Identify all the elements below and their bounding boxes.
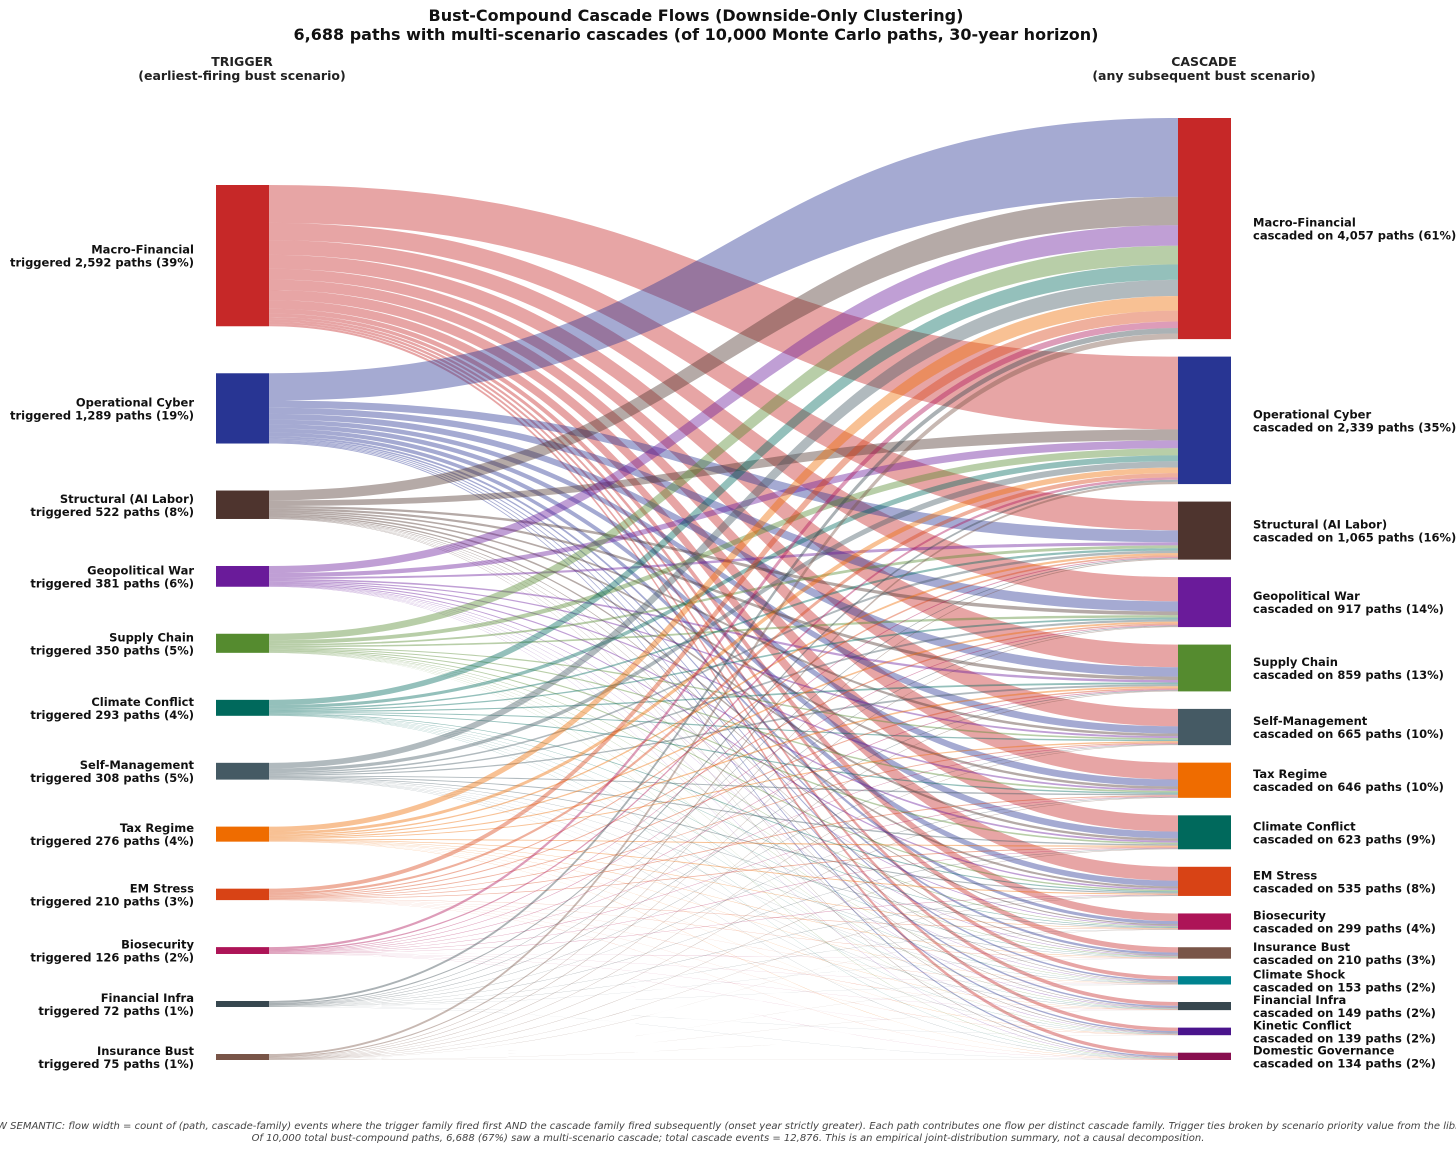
cascade-name-operational-cyber: Operational Cyber bbox=[1253, 407, 1371, 421]
trigger-count-insurance-bust: triggered 75 paths (1%) bbox=[38, 1057, 194, 1071]
chart-title-line2: 6,688 paths with multi-scenario cascades… bbox=[294, 25, 1099, 44]
cascade-node-self-management bbox=[1178, 709, 1231, 745]
trigger-name-structural-ai-labor: Structural (AI Labor) bbox=[60, 492, 194, 506]
cascade-node-climate-shock bbox=[1178, 976, 1231, 984]
trigger-name-geopolitical-war: Geopolitical War bbox=[87, 563, 194, 577]
cascade-name-climate-shock: Climate Shock bbox=[1253, 967, 1346, 981]
flow-biosecurity-to-domestic-governance bbox=[269, 954, 1178, 1060]
cascade-node-geopolitical-war bbox=[1178, 577, 1231, 627]
cascade-node-financial-infra bbox=[1178, 1002, 1231, 1010]
cascade-name-supply-chain: Supply Chain bbox=[1253, 655, 1338, 669]
cascade-node-climate-conflict bbox=[1178, 815, 1231, 849]
cascade-node-em-stress bbox=[1178, 867, 1231, 896]
trigger-name-financial-infra: Financial Infra bbox=[101, 991, 194, 1005]
chart-title-line1: Bust-Compound Cascade Flows (Downside-On… bbox=[429, 6, 964, 25]
trigger-count-macro-financial: triggered 2,592 paths (39%) bbox=[10, 256, 194, 270]
trigger-name-em-stress: EM Stress bbox=[130, 881, 194, 895]
trigger-name-tax-regime: Tax Regime bbox=[120, 821, 194, 835]
cascade-count-macro-financial: cascaded on 4,057 paths (61%) bbox=[1253, 229, 1456, 243]
trigger-column-subheader: (earliest-firing bust scenario) bbox=[138, 68, 345, 83]
trigger-node-operational-cyber bbox=[216, 373, 269, 443]
trigger-name-macro-financial: Macro-Financial bbox=[91, 243, 194, 257]
flow-insurance-bust-to-kinetic-conflict bbox=[269, 1035, 1178, 1060]
cascade-node-tax-regime bbox=[1178, 763, 1231, 798]
trigger-node-self-management bbox=[216, 763, 269, 780]
cascade-count-supply-chain: cascaded on 859 paths (13%) bbox=[1253, 668, 1444, 682]
cascade-name-financial-infra: Financial Infra bbox=[1253, 993, 1346, 1007]
trigger-count-financial-infra: triggered 72 paths (1%) bbox=[38, 1004, 194, 1018]
trigger-name-climate-conflict: Climate Conflict bbox=[91, 695, 194, 709]
trigger-name-operational-cyber: Operational Cyber bbox=[76, 395, 194, 409]
cascade-name-kinetic-conflict: Kinetic Conflict bbox=[1253, 1018, 1352, 1032]
trigger-node-structural-ai-labor bbox=[216, 491, 269, 519]
trigger-name-insurance-bust: Insurance Bust bbox=[97, 1044, 195, 1058]
cascade-count-operational-cyber: cascaded on 2,339 paths (35%) bbox=[1253, 420, 1456, 434]
cascade-node-insurance-bust bbox=[1178, 947, 1231, 958]
cascade-name-macro-financial: Macro-Financial bbox=[1253, 216, 1356, 230]
trigger-node-macro-financial bbox=[216, 185, 269, 326]
cascade-count-self-management: cascaded on 665 paths (10%) bbox=[1253, 727, 1444, 741]
cascade-name-em-stress: EM Stress bbox=[1253, 868, 1317, 882]
flow-financial-infra-to-em-stress bbox=[269, 895, 1178, 1006]
cascade-count-em-stress: cascaded on 535 paths (8%) bbox=[1253, 881, 1436, 895]
trigger-count-operational-cyber: triggered 1,289 paths (19%) bbox=[10, 408, 194, 422]
flow-biosecurity-to-em-stress bbox=[269, 895, 1178, 954]
trigger-node-tax-regime bbox=[216, 827, 269, 842]
trigger-count-geopolitical-war: triggered 381 paths (6%) bbox=[30, 576, 194, 590]
cascade-count-domestic-governance: cascaded on 134 paths (2%) bbox=[1253, 1056, 1436, 1070]
trigger-node-geopolitical-war bbox=[216, 566, 269, 587]
cascade-column-header: CASCADE bbox=[1171, 54, 1237, 69]
cascade-name-biosecurity: Biosecurity bbox=[1253, 909, 1326, 923]
trigger-count-biosecurity: triggered 126 paths (2%) bbox=[30, 951, 194, 965]
flow-financial-infra-to-biosecurity bbox=[269, 929, 1178, 1006]
trigger-node-climate-conflict bbox=[216, 700, 269, 716]
trigger-node-biosecurity bbox=[216, 947, 269, 954]
trigger-node-supply-chain bbox=[216, 634, 269, 653]
cascade-count-biosecurity: cascaded on 299 paths (4%) bbox=[1253, 922, 1436, 936]
flow-links bbox=[269, 118, 1178, 1060]
cascade-count-structural-ai-labor: cascaded on 1,065 paths (16%) bbox=[1253, 531, 1456, 545]
cascade-count-tax-regime: cascaded on 646 paths (10%) bbox=[1253, 780, 1444, 794]
footnote-line1: FLOW SEMANTIC: flow width = count of (pa… bbox=[0, 1121, 1456, 1132]
cascade-node-structural-ai-labor bbox=[1178, 502, 1231, 560]
cascade-name-geopolitical-war: Geopolitical War bbox=[1253, 589, 1360, 603]
trigger-name-self-management: Self-Management bbox=[80, 758, 195, 772]
cascade-name-tax-regime: Tax Regime bbox=[1253, 767, 1327, 781]
trigger-column-header: TRIGGER bbox=[211, 54, 273, 69]
flow-insurance-bust-to-climate-shock bbox=[269, 984, 1178, 1059]
trigger-count-self-management: triggered 308 paths (5%) bbox=[30, 771, 194, 785]
cascade-count-geopolitical-war: cascaded on 917 paths (14%) bbox=[1253, 602, 1444, 616]
cascade-name-structural-ai-labor: Structural (AI Labor) bbox=[1253, 518, 1387, 532]
trigger-node-em-stress bbox=[216, 889, 269, 900]
cascade-node-domestic-governance bbox=[1178, 1053, 1231, 1060]
cascade-column-subheader: (any subsequent bust scenario) bbox=[1092, 68, 1315, 83]
cascade-node-supply-chain bbox=[1178, 645, 1231, 692]
trigger-name-supply-chain: Supply Chain bbox=[109, 630, 194, 644]
trigger-node-insurance-bust bbox=[216, 1054, 269, 1060]
cascade-name-insurance-bust: Insurance Bust bbox=[1253, 940, 1351, 954]
flow-financial-infra-to-geopolitical-war bbox=[269, 626, 1178, 1005]
trigger-count-climate-conflict: triggered 293 paths (4%) bbox=[30, 708, 194, 722]
cascade-node-macro-financial bbox=[1178, 118, 1231, 339]
cascade-node-biosecurity bbox=[1178, 913, 1231, 929]
cascade-count-insurance-bust: cascaded on 210 paths (3%) bbox=[1253, 953, 1436, 967]
cascade-name-climate-conflict: Climate Conflict bbox=[1253, 819, 1356, 833]
trigger-name-biosecurity: Biosecurity bbox=[121, 938, 194, 952]
trigger-node-financial-infra bbox=[216, 1001, 269, 1007]
cascade-name-self-management: Self-Management bbox=[1253, 714, 1368, 728]
trigger-count-em-stress: triggered 210 paths (3%) bbox=[30, 894, 194, 908]
footnote-line2: Of 10,000 total bust-compound paths, 6,6… bbox=[252, 1133, 1205, 1144]
cascade-name-domestic-governance: Domestic Governance bbox=[1253, 1043, 1395, 1057]
trigger-count-structural-ai-labor: triggered 522 paths (8%) bbox=[30, 505, 194, 519]
flow-climate-conflict-to-domestic-governance bbox=[269, 716, 1178, 1059]
cascade-count-climate-conflict: cascaded on 623 paths (9%) bbox=[1253, 832, 1436, 846]
cascade-node-operational-cyber bbox=[1178, 357, 1231, 484]
cascade-node-kinetic-conflict bbox=[1178, 1028, 1231, 1036]
trigger-count-supply-chain: triggered 350 paths (5%) bbox=[30, 643, 194, 657]
trigger-count-tax-regime: triggered 276 paths (4%) bbox=[30, 834, 194, 848]
